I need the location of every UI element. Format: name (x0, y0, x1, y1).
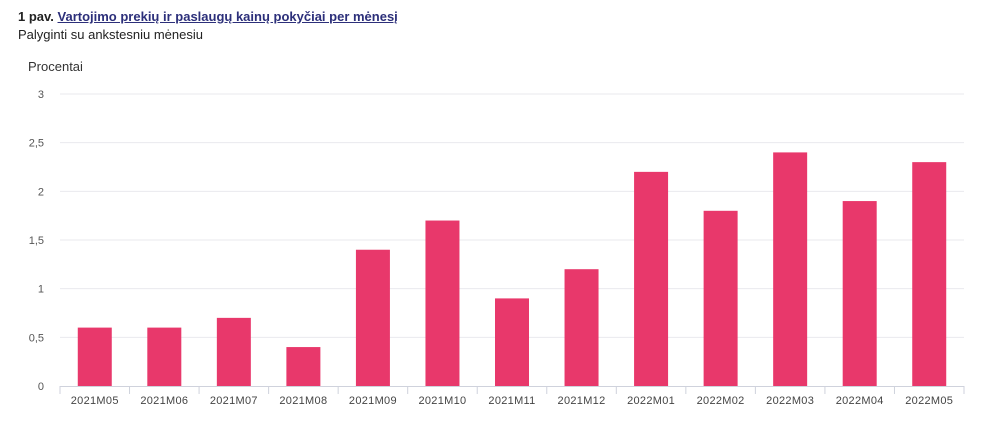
y-tick-label: 2,5 (29, 138, 44, 150)
x-tick-label: 2022M01 (627, 395, 675, 407)
y-tick-label: 0 (38, 381, 44, 393)
y-tick-label: 3 (38, 89, 44, 101)
bar-2022M03[interactable] (773, 152, 808, 386)
bar-2021M11[interactable] (495, 298, 529, 386)
bar-2022M01[interactable] (634, 171, 669, 386)
figure-number: 1 pav. (18, 9, 54, 24)
bar-2021M08[interactable] (286, 347, 321, 386)
x-tick-label: 2022M03 (766, 395, 814, 407)
x-tick-label: 2022M02 (697, 395, 745, 407)
y-axis-ticks: 0 0,5 1 1,5 2 2,5 3 (29, 89, 44, 393)
bar-2021M10[interactable] (425, 220, 460, 386)
x-axis: 2021M05 2021M06 2021M07 2021M08 2021M09 2021M… (59, 386, 965, 407)
bar-2022M02[interactable] (703, 210, 738, 386)
x-tick-label: 2021M09 (349, 395, 397, 407)
chart-title-link[interactable]: Vartojimo prekių ir paslaugų kainų pokyč… (57, 9, 398, 24)
bar-2021M05[interactable] (77, 327, 112, 386)
y-tick-label: 1,5 (29, 235, 44, 247)
x-tick-label: 2021M10 (418, 395, 466, 407)
x-tick-label: 2021M12 (558, 395, 606, 407)
bar-2021M07[interactable] (216, 317, 251, 386)
x-tick-label: 2021M07 (210, 395, 258, 407)
bar-2022M05[interactable] (912, 162, 947, 386)
x-tick-label: 2021M06 (140, 395, 188, 407)
bar-2021M06[interactable] (147, 327, 182, 386)
chart-subtitle: Palyginti su ankstesniu mėnesiu (18, 27, 203, 42)
y-tick-label: 0,5 (29, 332, 44, 344)
bar-2021M12[interactable] (564, 269, 599, 386)
bar-2022M04[interactable] (842, 201, 877, 386)
x-tick-label: 2021M05 (71, 395, 119, 407)
chart-header: 1 pav. Vartojimo prekių ir paslaugų kain… (18, 8, 398, 44)
y-tick-label: 1 (38, 284, 44, 296)
y-tick-label: 2 (38, 186, 44, 198)
x-tick-label: 2022M04 (836, 395, 884, 407)
y-axis-label: Procentai (28, 59, 83, 74)
bar-2021M09[interactable] (355, 249, 390, 386)
x-tick-label: 2021M11 (488, 395, 535, 407)
bars (77, 152, 947, 386)
x-tick-label: 2021M08 (279, 395, 327, 407)
chart-title: 1 pav. Vartojimo prekių ir paslaugų kain… (18, 8, 398, 26)
x-tick-label: 2022M05 (905, 395, 953, 407)
